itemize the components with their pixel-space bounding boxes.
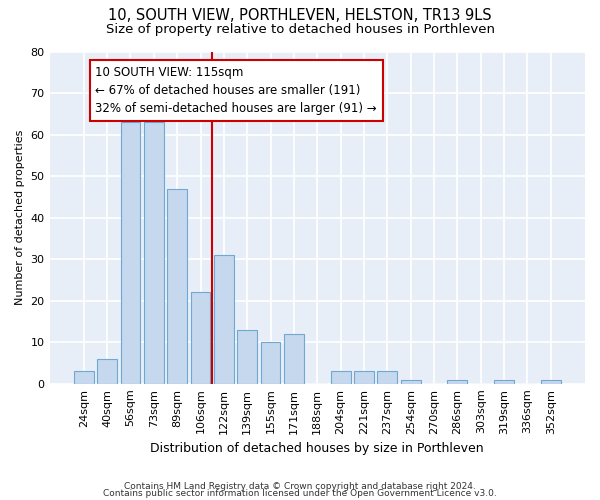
Bar xyxy=(144,122,164,384)
Bar xyxy=(167,188,187,384)
X-axis label: Distribution of detached houses by size in Porthleven: Distribution of detached houses by size … xyxy=(151,442,484,455)
Bar xyxy=(97,359,117,384)
Bar xyxy=(377,372,397,384)
Bar xyxy=(214,255,234,384)
Y-axis label: Number of detached properties: Number of detached properties xyxy=(15,130,25,306)
Bar xyxy=(260,342,280,384)
Text: Size of property relative to detached houses in Porthleven: Size of property relative to detached ho… xyxy=(106,22,494,36)
Bar xyxy=(331,372,350,384)
Text: 10, SOUTH VIEW, PORTHLEVEN, HELSTON, TR13 9LS: 10, SOUTH VIEW, PORTHLEVEN, HELSTON, TR1… xyxy=(108,8,492,22)
Bar xyxy=(74,372,94,384)
Bar xyxy=(238,330,257,384)
Bar xyxy=(354,372,374,384)
Bar xyxy=(121,122,140,384)
Text: Contains HM Land Registry data © Crown copyright and database right 2024.: Contains HM Land Registry data © Crown c… xyxy=(124,482,476,491)
Bar xyxy=(401,380,421,384)
Text: Contains public sector information licensed under the Open Government Licence v3: Contains public sector information licen… xyxy=(103,489,497,498)
Bar xyxy=(494,380,514,384)
Bar xyxy=(541,380,560,384)
Bar xyxy=(191,292,211,384)
Bar xyxy=(284,334,304,384)
Bar xyxy=(448,380,467,384)
Text: 10 SOUTH VIEW: 115sqm
← 67% of detached houses are smaller (191)
32% of semi-det: 10 SOUTH VIEW: 115sqm ← 67% of detached … xyxy=(95,66,377,115)
